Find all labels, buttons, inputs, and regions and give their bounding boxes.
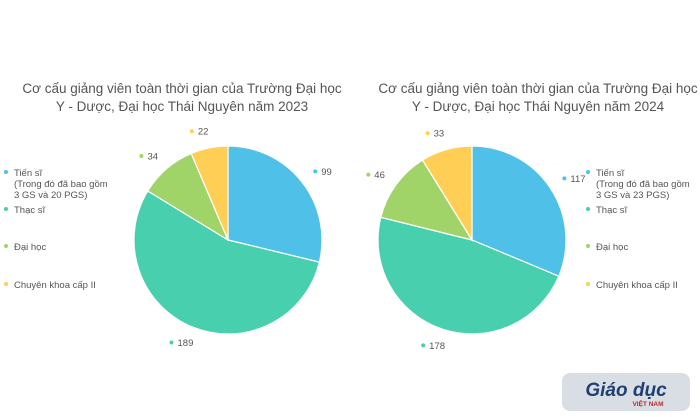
svg-text:VIỆT NAM: VIỆT NAM — [632, 399, 663, 408]
slice-value-label: 22 — [198, 127, 209, 138]
legend-swatch — [4, 207, 8, 211]
chart-title-2023: Cơ cấu giảng viên toàn thời gian của Trư… — [22, 81, 342, 114]
slice-label-marker — [189, 129, 194, 134]
pie-chart-2023: 99 189 34 22 — [133, 127, 332, 349]
chart-title-2024: Cơ cấu giảng viên toàn thời gian của Trư… — [378, 81, 698, 114]
legend-swatch — [4, 244, 8, 248]
pie-chart-2024: 117 178 46 33 — [366, 129, 586, 352]
legend-swatch — [586, 244, 590, 248]
legend-label: Tiến sĩ (Trong đó đã bao gồm 3 GS và 20 … — [14, 168, 108, 201]
pie-slice — [377, 216, 560, 335]
legend-label: Thạc sĩ — [596, 205, 628, 216]
slice-label-marker — [366, 172, 371, 177]
chart-2024: Cơ cấu giảng viên toàn thời gian của Trư… — [350, 0, 700, 417]
slice-value-label: 33 — [434, 129, 445, 140]
legend-swatch — [586, 207, 590, 211]
slice-value-label: 34 — [147, 151, 158, 162]
slice-label-marker — [421, 343, 426, 348]
pie-slice — [133, 190, 321, 335]
slice-label-marker — [313, 169, 318, 174]
svg-text:Giáo dục: Giáo dục — [585, 380, 667, 401]
pie-slice — [421, 145, 473, 243]
pie-slice — [471, 145, 567, 277]
legend-label: Chuyên khoa cấp II — [596, 280, 678, 291]
pie-slice — [190, 145, 229, 241]
slice-value-label: 99 — [321, 167, 332, 178]
giaoduc-logo-icon: Giáo dục VIỆT NAM — [585, 380, 667, 408]
pie-slice — [380, 159, 474, 241]
legend-label: Thạc sĩ — [14, 205, 46, 216]
legend-label: Chuyên khoa cấp II — [14, 280, 96, 291]
legend-swatch — [4, 282, 8, 286]
legend-swatch — [586, 170, 590, 174]
slice-value-label: 178 — [429, 341, 445, 352]
slice-label-marker — [562, 176, 567, 181]
pie-slice — [227, 145, 323, 263]
slice-label-marker — [425, 131, 430, 136]
giaoduc-logo: Giáo dục VIỆT NAM — [562, 373, 690, 411]
slice-value-label: 189 — [178, 338, 194, 349]
legend-label: Đại học — [596, 242, 629, 253]
slice-value-label: 117 — [570, 174, 585, 185]
legend-swatch — [586, 282, 590, 286]
slice-label-marker — [139, 153, 144, 158]
chart-2023: Cơ cấu giảng viên toàn thời gian của Trư… — [4, 81, 342, 349]
legend-swatch — [4, 170, 8, 174]
slice-label-marker — [169, 340, 174, 345]
slice-value-label: 46 — [374, 170, 385, 181]
legend-label: Đại học — [14, 242, 47, 253]
legend-label: Tiến sĩ (Trong đó đã bao gồm 3 GS và 23 … — [596, 168, 690, 201]
